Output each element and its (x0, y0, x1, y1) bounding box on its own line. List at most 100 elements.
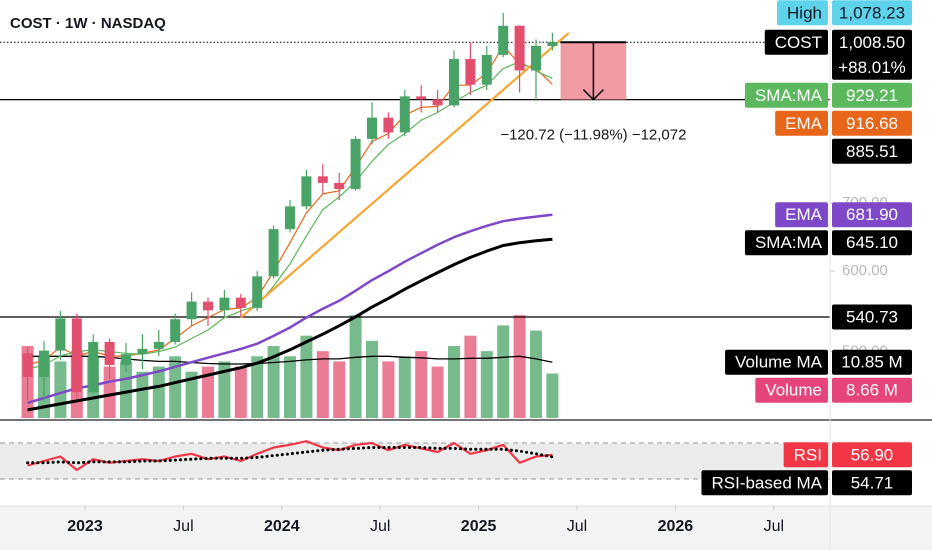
volume-bar (185, 371, 198, 418)
volume-ma-line (27, 355, 553, 365)
badge-name: RSI (794, 445, 822, 464)
badge-name-box (777, 0, 828, 26)
candle-body (449, 58, 459, 106)
price-badges: 1,078.23 High 1,008.50 +88.01% COST 929.21 SMA… (701, 0, 912, 496)
badge-value: 1,008.50 (839, 33, 905, 52)
badge-value-box (832, 0, 912, 26)
badge-value-box (832, 29, 912, 80)
x-tick-label: 2023 (67, 518, 103, 535)
price-badge: 56.90 RSI (783, 442, 912, 468)
candle-body (39, 350, 49, 377)
candle-body (498, 25, 509, 55)
volume-bar (267, 346, 280, 418)
candle-body (481, 54, 492, 85)
rsi-ma-line (26, 446, 554, 465)
x-tick-label: 2024 (264, 518, 300, 535)
badge-value-box (832, 442, 912, 468)
candle-body (22, 353, 33, 377)
badge-name-box (775, 110, 828, 136)
volume-bar (349, 315, 362, 418)
x-tick-label: 2025 (461, 518, 497, 535)
badge-value-box (832, 138, 912, 164)
y-tick-label: 600.00 (842, 262, 888, 279)
volume-bar (497, 325, 510, 418)
badge-name: High (787, 3, 822, 22)
badge-value: 885.51 (846, 142, 898, 161)
candle-body (88, 341, 99, 393)
volume-bar (300, 335, 313, 418)
candle-body (121, 354, 131, 365)
candle-body (514, 25, 525, 71)
ma-line (27, 237, 553, 412)
badge-name-box (783, 442, 828, 468)
measure-label: −120.72 (−11.98%) −12,072 (500, 127, 686, 144)
volume-bar (218, 361, 231, 418)
candle-body (465, 58, 476, 85)
badge-value-box (832, 349, 912, 375)
badge-name: EMA (785, 205, 823, 224)
badge-value: +88.01% (838, 58, 906, 77)
badge-value: 645.10 (846, 233, 898, 252)
badge-name: Volume (765, 381, 822, 400)
badge-value: 56.90 (851, 445, 894, 464)
badge-value-box (832, 82, 912, 108)
candle-body (367, 117, 377, 139)
ma-line (27, 61, 553, 371)
price-badge: 540.73 (832, 304, 912, 330)
volume-bar (120, 361, 132, 418)
badge-value-box (832, 377, 912, 403)
volume-bar (513, 315, 526, 418)
volume-bar (251, 356, 264, 418)
x-tick-label: Jul (370, 518, 390, 535)
price-badge: 929.21 SMA:MA (744, 82, 912, 108)
price-badge: 916.68 EMA (775, 110, 912, 136)
price-badge: 1,078.23 High (777, 0, 912, 26)
ma-line (27, 213, 553, 405)
x-tick-label: Jul (567, 518, 587, 535)
volume-bar (54, 361, 67, 418)
candle-body (547, 42, 558, 46)
candle-body (383, 117, 394, 133)
candle-body (416, 96, 427, 100)
volume-bar (366, 340, 378, 418)
volume-bar (152, 366, 165, 418)
badge-value: 916.68 (846, 114, 898, 133)
volume-bar (316, 351, 329, 418)
volume-bar (530, 330, 542, 418)
time-axis (0, 506, 932, 550)
rsi-pane-content (0, 440, 830, 480)
volume-bar (136, 371, 149, 418)
volume-bar (398, 356, 411, 418)
trendline (240, 32, 570, 319)
volume-bar (448, 346, 460, 418)
price-badge: 10.85 M Volume MA (725, 349, 912, 375)
measure-arrowhead (582, 89, 604, 101)
badge-name: EMA (785, 114, 823, 133)
price-pane: −120.72 (−11.98%) −12,072 (0, 12, 830, 418)
candle-body (350, 138, 361, 189)
price-badge: 645.10 SMA:MA (744, 230, 912, 256)
x-tick-label: Jul (764, 518, 784, 535)
candle-body (399, 96, 410, 133)
candle-body (203, 301, 213, 311)
badge-name-box (764, 29, 828, 55)
badge-name-box (701, 470, 828, 496)
x-tick-label: Jul (173, 518, 193, 535)
candle-body (268, 229, 279, 277)
candle-body (170, 319, 181, 342)
candle-body (219, 297, 230, 311)
ma-line (27, 45, 553, 366)
badge-value: 929.21 (846, 86, 898, 105)
volume-bar (103, 366, 116, 418)
badge-name: RSI-based MA (711, 473, 822, 492)
candle-body (235, 297, 246, 308)
price-badge: 54.71 RSI-based MA (701, 470, 912, 496)
badge-value-box (832, 110, 912, 136)
badge-value: 10.85 M (841, 353, 902, 372)
price-badge: 681.90 EMA (775, 202, 912, 228)
badge-name-box (725, 349, 828, 375)
volume-bar (431, 366, 444, 418)
volume-bar (234, 366, 247, 418)
candle-body (252, 276, 263, 308)
price-badge: 885.51 (832, 138, 912, 164)
